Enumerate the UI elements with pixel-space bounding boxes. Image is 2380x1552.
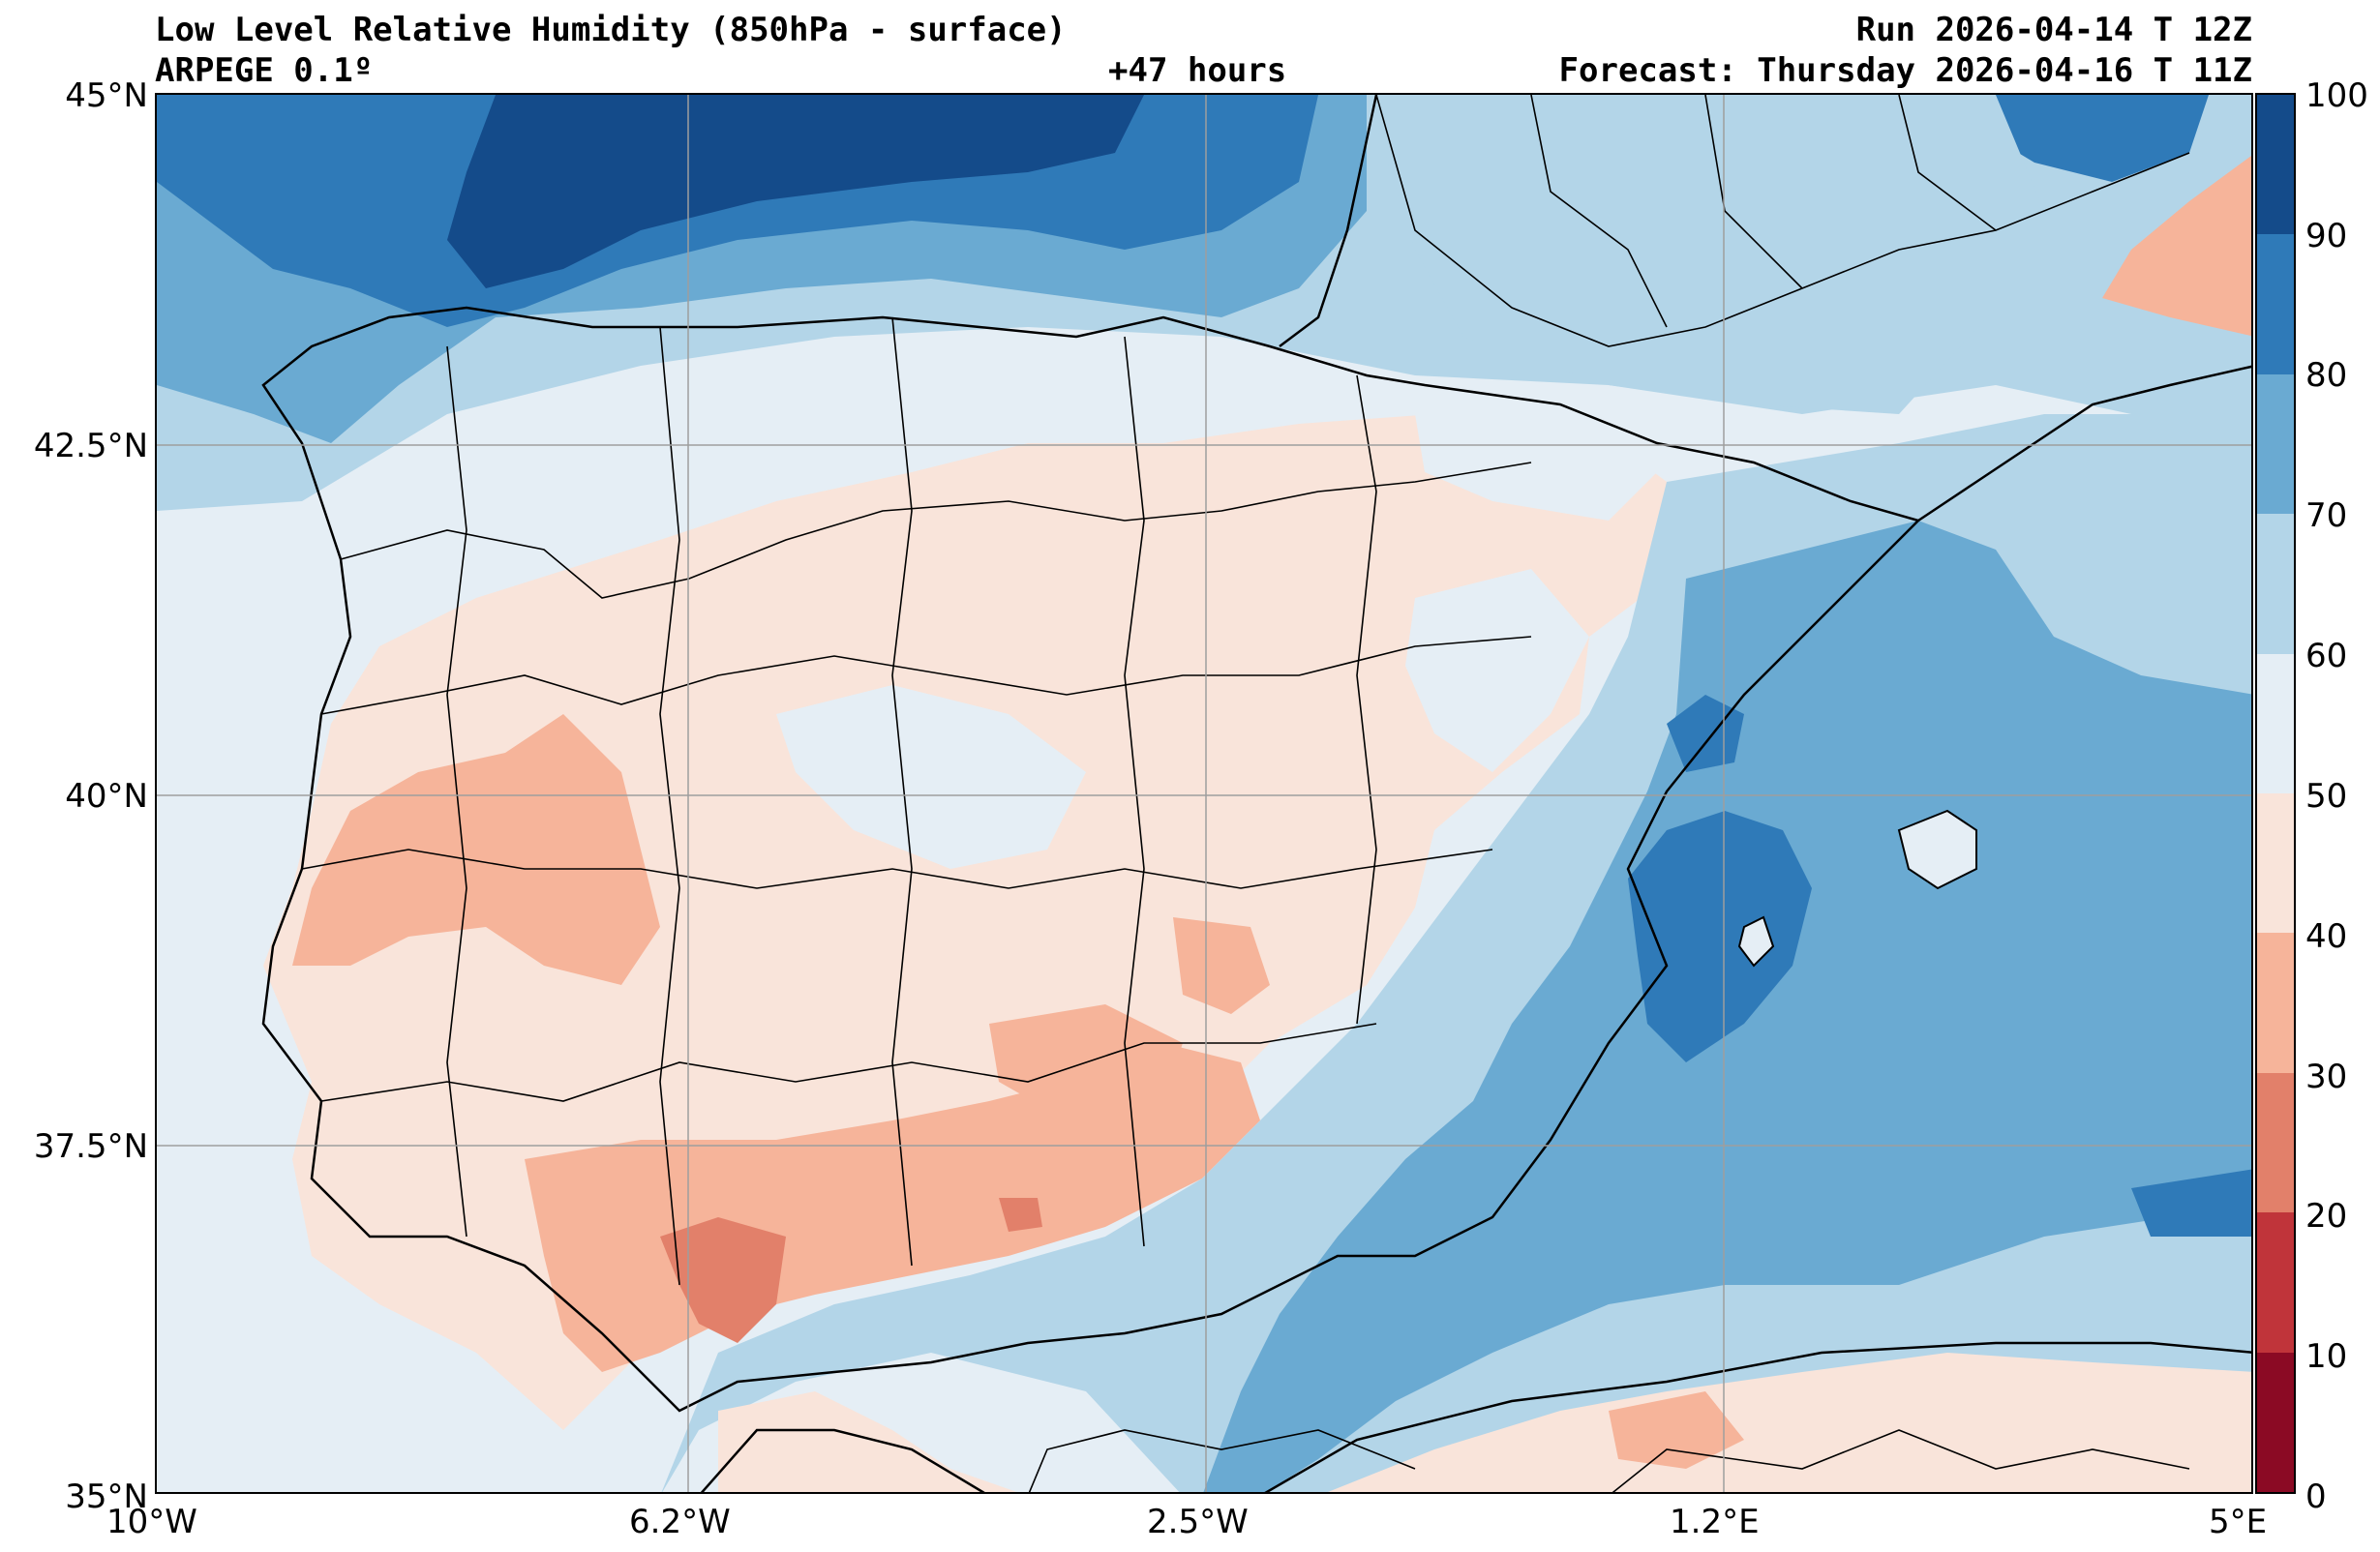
lon-label-10w: 10°W (106, 1503, 197, 1541)
field-90-100-north (447, 95, 1144, 288)
africa-coastline (700, 1341, 2251, 1492)
colorbar (2255, 93, 2296, 1494)
lat-label-42-5: 42.5°N (33, 427, 148, 465)
field-80-90-mediterranean (1628, 811, 1812, 1062)
colorbar-label-20: 20 (2305, 1197, 2348, 1236)
field-80-90-northeast (1976, 95, 2209, 182)
island-mallorca (1897, 809, 1977, 890)
lat-label-40: 40°N (65, 777, 148, 816)
colorbar-label-10: 10 (2305, 1337, 2348, 1376)
colorbar-label-80: 80 (2305, 356, 2348, 395)
colorbar-segment-0-10 (2257, 1352, 2294, 1492)
field-30-40-northeast (2102, 155, 2251, 337)
humidity-map (155, 93, 2253, 1494)
colorbar-label-30: 30 (2305, 1058, 2348, 1096)
field-50-60-upper (1415, 404, 1667, 521)
lon-label-5e: 5°E (2209, 1503, 2268, 1541)
lat-label-37-5: 37.5°N (33, 1127, 148, 1166)
run-label: Run 2026-04-14 T 12Z (1855, 11, 2252, 49)
colorbar-segment-90-100 (2257, 95, 2294, 235)
model-label: ARPEGE 0.1º (155, 51, 374, 90)
iberia-coastline (261, 306, 1921, 1413)
colorbar-label-50: 50 (2305, 777, 2348, 816)
field-20-30-huelva (660, 1217, 786, 1343)
colorbar-segment-10-20 (2257, 1212, 2294, 1353)
lon-label-2-5w: 2.5°W (1147, 1503, 1249, 1541)
lon-label-6-2w: 6.2°W (629, 1503, 731, 1541)
forecast-label: Forecast: Thursday 2026-04-16 T 11Z (1558, 51, 2252, 90)
colorbar-label-90: 90 (2305, 217, 2348, 255)
france-coastline (1279, 95, 2251, 522)
field-20-30-granada (999, 1198, 1042, 1232)
colorbar-segment-70-80 (2257, 373, 2294, 515)
map-svg (157, 95, 2251, 1492)
field-50-60-center (776, 685, 1086, 869)
field-30-40-murcia (1173, 917, 1270, 1014)
lat-label-45: 45°N (65, 76, 148, 115)
field-80-90-algeria (2131, 1169, 2251, 1237)
field-60-70-pyrenees (1367, 95, 2044, 414)
lon-label-1-2e: 1.2°E (1670, 1503, 1760, 1541)
colorbar-segment-40-50 (2257, 792, 2294, 934)
island-ibiza (1737, 915, 1775, 968)
colorbar-segment-30-40 (2257, 933, 2294, 1073)
graticule (157, 95, 2251, 1492)
colorbar-label-0: 0 (2305, 1477, 2327, 1516)
field-50-60-east (1405, 569, 1589, 772)
colorbar-segment-80-90 (2257, 234, 2294, 374)
colorbar-label-100: 100 (2305, 76, 2368, 115)
colorbar-segment-60-70 (2257, 514, 2294, 654)
colorbar-segment-20-30 (2257, 1072, 2294, 1213)
map-title: Low Level Relative Humidity (850hPa - su… (155, 11, 1067, 49)
colorbar-segment-50-60 (2257, 653, 2294, 793)
field-30-40-west (292, 714, 660, 985)
colorbar-label-70: 70 (2305, 496, 2348, 535)
field-30-40-africa (1609, 1391, 1744, 1469)
lead-time-label: +47 hours (1108, 51, 1287, 90)
colorbar-label-60: 60 (2305, 637, 2348, 675)
lat-label-35: 35°N (65, 1477, 148, 1516)
field-80-90-valencia (1667, 695, 1744, 772)
colorbar-label-40: 40 (2305, 917, 2348, 956)
field-40-50-africa-east (1328, 1353, 2251, 1492)
region-borders (301, 95, 2190, 1492)
